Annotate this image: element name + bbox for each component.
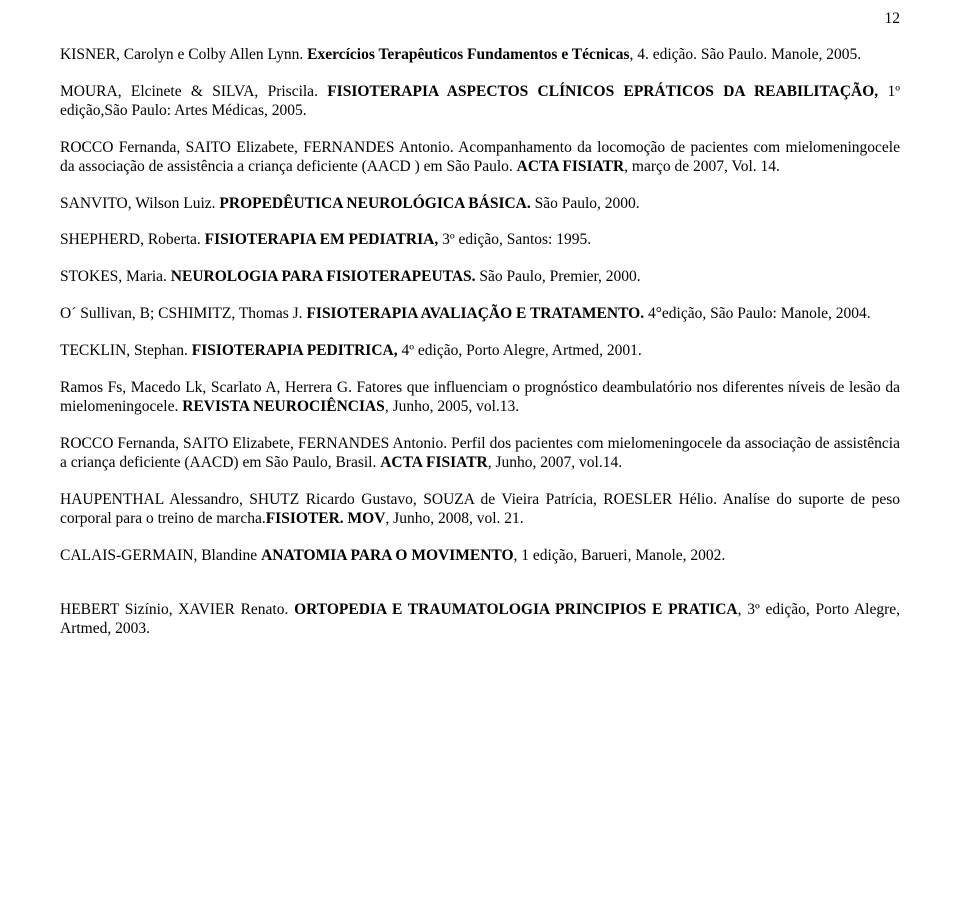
reference-entry: SHEPHERD, Roberta. FISIOTERAPIA EM PEDIA…: [60, 231, 900, 250]
reference-title: FISIOTER. MOV: [266, 510, 386, 527]
reference-entry: Ramos Fs, Macedo Lk, Scarlato A, Herrera…: [60, 379, 900, 417]
reference-pre: O´ Sullivan, B; CSHIMITZ, Thomas J.: [60, 305, 306, 322]
reference-entry: MOURA, Elcinete & SILVA, Priscila. FISIO…: [60, 83, 900, 121]
reference-entry: O´ Sullivan, B; CSHIMITZ, Thomas J. FISI…: [60, 305, 900, 324]
reference-entry: KISNER, Carolyn e Colby Allen Lynn. Exer…: [60, 46, 900, 65]
reference-pre: HEBERT Sizínio, XAVIER Renato.: [60, 601, 294, 618]
reference-title: ACTA FISIATR: [380, 454, 488, 471]
reference-entry: ROCCO Fernanda, SAITO Elizabete, FERNAND…: [60, 435, 900, 473]
reference-pre: STOKES, Maria.: [60, 268, 171, 285]
reference-title: FISIOTERAPIA ASPECTOS CLÍNICOS EPRÁTICOS…: [327, 83, 878, 100]
reference-post: São Paulo, 2000.: [531, 195, 640, 212]
reference-entry: CALAIS-GERMAIN, Blandine ANATOMIA PARA O…: [60, 547, 900, 566]
reference-post: 3º edição, Santos: 1995.: [438, 231, 591, 248]
reference-title: ANATOMIA PARA O MOVIMENTO: [261, 547, 513, 564]
reference-post: São Paulo, Premier, 2000.: [476, 268, 641, 285]
reference-title: ACTA FISIATR: [517, 158, 625, 175]
reference-title: ORTOPEDIA E TRAUMATOLOGIA PRINCIPIOS E P…: [294, 601, 738, 618]
reference-title: PROPEDÊUTICA NEUROLÓGICA BÁSICA.: [219, 195, 530, 212]
reference-entry: STOKES, Maria. NEUROLOGIA PARA FISIOTERA…: [60, 268, 900, 287]
reference-post: , Junho, 2008, vol. 21.: [385, 510, 523, 527]
reference-post: , março de 2007, Vol. 14.: [624, 158, 780, 175]
reference-title: FISIOTERAPIA EM PEDIATRIA,: [205, 231, 439, 248]
reference-post: , 4. edição. São Paulo. Manole, 2005.: [629, 46, 861, 63]
reference-post: , Junho, 2005, vol.13.: [385, 398, 519, 415]
reference-entry: HEBERT Sizínio, XAVIER Renato. ORTOPEDIA…: [60, 601, 900, 639]
reference-title: NEUROLOGIA PARA FISIOTERAPEUTAS.: [171, 268, 476, 285]
reference-entry: ROCCO Fernanda, SAITO Elizabete, FERNAND…: [60, 139, 900, 177]
reference-pre: SHEPHERD, Roberta.: [60, 231, 205, 248]
reference-title: FISIOTERAPIA PEDITRICA,: [192, 342, 398, 359]
page-number: 12: [885, 10, 901, 29]
reference-title: FISIOTERAPIA AVALIAÇÃO E TRATAMENTO.: [306, 305, 644, 322]
reference-post: 4°edição, São Paulo: Manole, 2004.: [644, 305, 871, 322]
reference-title: REVISTA NEUROCIÊNCIAS: [182, 398, 385, 415]
reference-pre: KISNER, Carolyn e Colby Allen Lynn.: [60, 46, 307, 63]
document-page: 12 KISNER, Carolyn e Colby Allen Lynn. E…: [0, 0, 960, 911]
reference-title: Exercícios Terapêuticos Fundamentos e Té…: [307, 46, 629, 63]
reference-entry: HAUPENTHAL Alessandro, SHUTZ Ricardo Gus…: [60, 491, 900, 529]
reference-pre: CALAIS-GERMAIN, Blandine: [60, 547, 261, 564]
reference-pre: MOURA, Elcinete & SILVA, Priscila.: [60, 83, 327, 100]
reference-post: , 1 edição, Barueri, Manole, 2002.: [514, 547, 726, 564]
reference-entry: SANVITO, Wilson Luiz. PROPEDÊUTICA NEURO…: [60, 195, 900, 214]
reference-pre: TECKLIN, Stephan.: [60, 342, 192, 359]
reference-post: 4º edição, Porto Alegre, Artmed, 2001.: [398, 342, 642, 359]
reference-pre: SANVITO, Wilson Luiz.: [60, 195, 219, 212]
reference-post: , Junho, 2007, vol.14.: [488, 454, 622, 471]
reference-entry: TECKLIN, Stephan. FISIOTERAPIA PEDITRICA…: [60, 342, 900, 361]
